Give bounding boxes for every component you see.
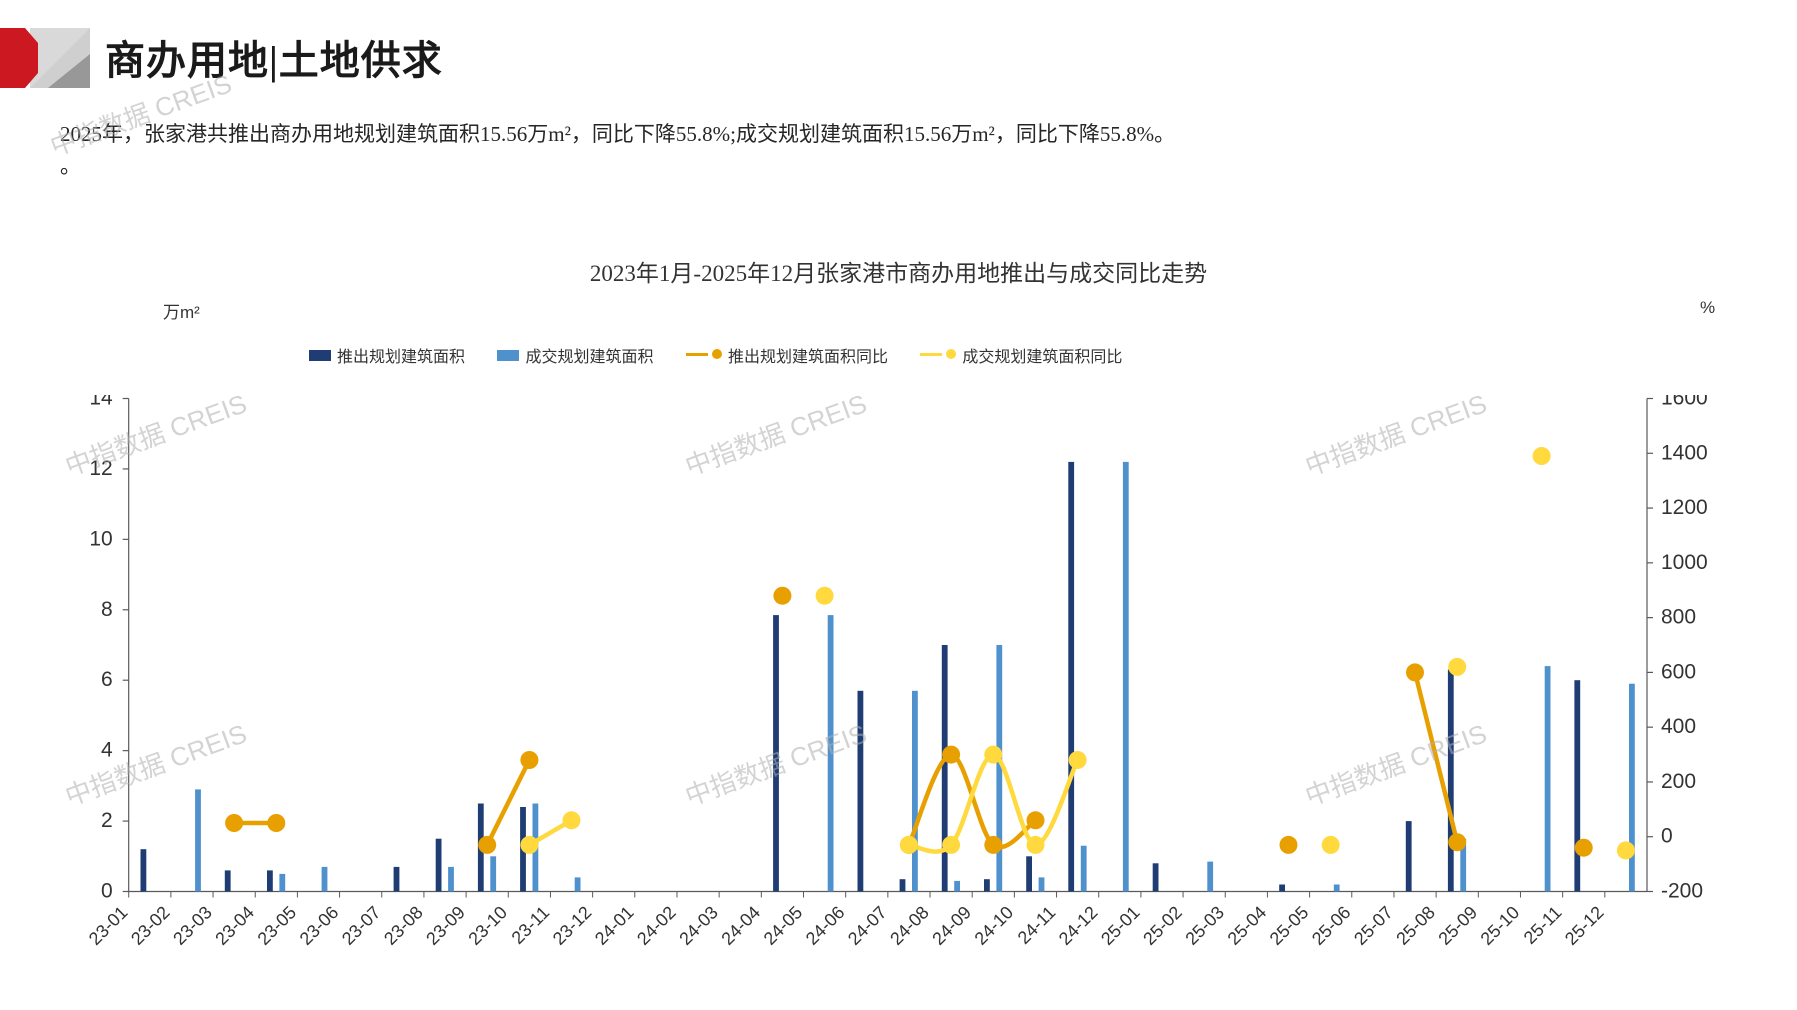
svg-text:0: 0 bbox=[101, 880, 113, 903]
svg-text:400: 400 bbox=[1661, 715, 1696, 738]
svg-text:25-11: 25-11 bbox=[1520, 902, 1566, 948]
svg-text:23-08: 23-08 bbox=[380, 902, 427, 949]
svg-text:25-02: 25-02 bbox=[1139, 902, 1186, 949]
svg-text:14: 14 bbox=[89, 395, 113, 410]
svg-text:23-07: 23-07 bbox=[338, 902, 385, 949]
svg-text:25-08: 25-08 bbox=[1392, 902, 1439, 949]
svg-text:25-07: 25-07 bbox=[1350, 902, 1397, 949]
svg-text:25-04: 25-04 bbox=[1224, 902, 1271, 949]
svg-text:600: 600 bbox=[1661, 660, 1696, 683]
svg-text:23-06: 23-06 bbox=[296, 902, 343, 949]
svg-text:2: 2 bbox=[101, 809, 113, 832]
svg-text:24-08: 24-08 bbox=[886, 902, 933, 949]
svg-text:1200: 1200 bbox=[1661, 496, 1708, 519]
svg-text:1000: 1000 bbox=[1661, 551, 1708, 574]
svg-text:1400: 1400 bbox=[1661, 441, 1708, 464]
svg-text:24-02: 24-02 bbox=[633, 902, 680, 949]
svg-text:8: 8 bbox=[101, 598, 113, 621]
svg-text:-200: -200 bbox=[1661, 880, 1703, 903]
svg-text:25-09: 25-09 bbox=[1434, 902, 1481, 949]
svg-text:23-11: 23-11 bbox=[508, 902, 554, 948]
svg-text:23-01: 23-01 bbox=[85, 902, 132, 949]
svg-text:6: 6 bbox=[101, 668, 113, 691]
svg-text:200: 200 bbox=[1661, 770, 1696, 793]
svg-text:25-12: 25-12 bbox=[1561, 902, 1608, 949]
svg-text:24-04: 24-04 bbox=[717, 902, 764, 949]
svg-text:4: 4 bbox=[101, 739, 113, 762]
svg-text:24-10: 24-10 bbox=[971, 902, 1018, 949]
svg-text:23-10: 23-10 bbox=[464, 902, 511, 949]
svg-text:25-10: 25-10 bbox=[1477, 902, 1524, 949]
svg-text:25-03: 25-03 bbox=[1181, 902, 1228, 949]
svg-text:800: 800 bbox=[1661, 606, 1696, 629]
svg-text:0: 0 bbox=[1661, 825, 1673, 848]
svg-text:24-03: 24-03 bbox=[675, 902, 722, 949]
svg-text:24-11: 24-11 bbox=[1014, 902, 1060, 948]
svg-text:23-04: 23-04 bbox=[211, 902, 258, 949]
svg-text:1600: 1600 bbox=[1661, 395, 1708, 410]
svg-text:23-12: 23-12 bbox=[549, 902, 596, 949]
svg-text:24-09: 24-09 bbox=[928, 902, 975, 949]
svg-text:10: 10 bbox=[89, 527, 112, 550]
svg-text:23-03: 23-03 bbox=[169, 902, 216, 949]
svg-text:23-02: 23-02 bbox=[127, 902, 174, 949]
svg-text:24-05: 24-05 bbox=[760, 902, 807, 949]
svg-text:25-01: 25-01 bbox=[1097, 902, 1144, 949]
svg-text:23-09: 23-09 bbox=[422, 902, 469, 949]
svg-text:25-05: 25-05 bbox=[1266, 902, 1313, 949]
svg-text:25-06: 25-06 bbox=[1308, 902, 1355, 949]
svg-text:12: 12 bbox=[89, 457, 112, 480]
svg-text:23-05: 23-05 bbox=[254, 902, 301, 949]
svg-text:24-01: 24-01 bbox=[591, 902, 638, 949]
svg-text:24-07: 24-07 bbox=[844, 902, 891, 949]
svg-text:24-06: 24-06 bbox=[802, 902, 849, 949]
svg-text:24-12: 24-12 bbox=[1055, 902, 1102, 949]
